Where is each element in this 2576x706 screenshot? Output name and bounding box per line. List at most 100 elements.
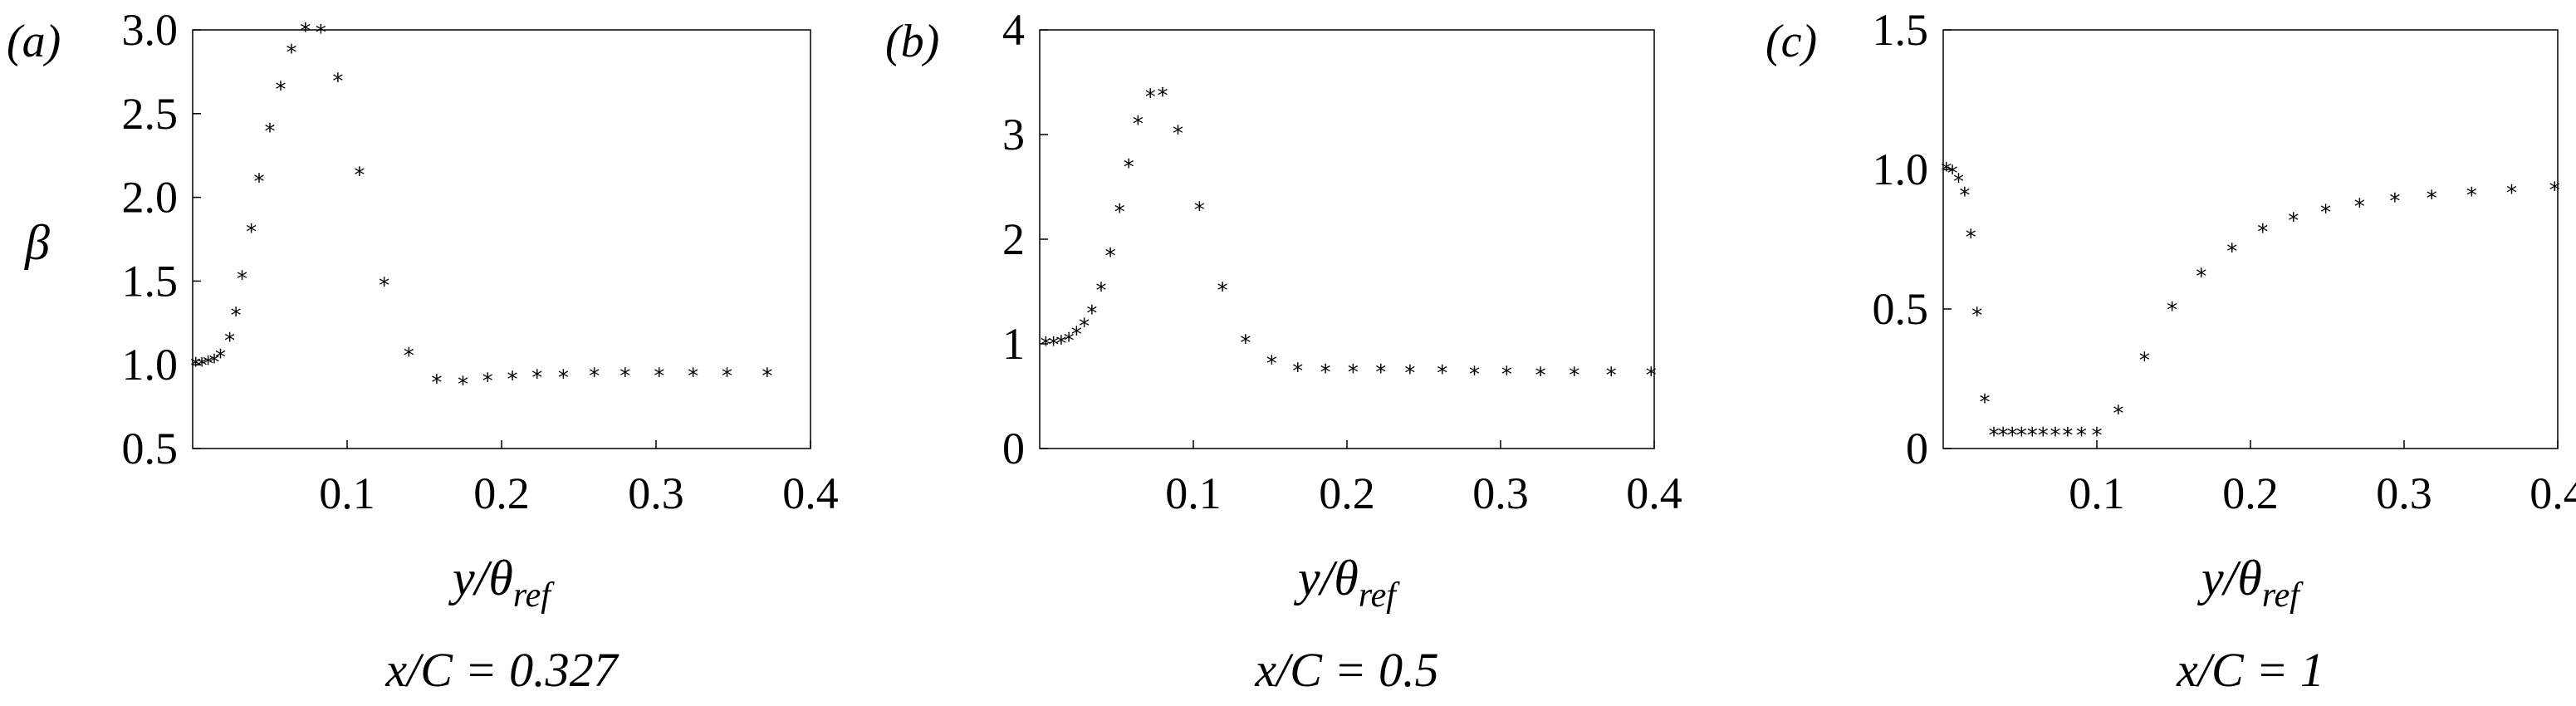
panel-c-xtick-label: 0.1 [2069,468,2125,518]
panel-c-data-point: * [1959,184,1970,208]
panel-a-data-point: * [237,267,247,292]
panel-b-xtick-label: 0.4 [1626,468,1682,518]
panel-c-data-point: * [2427,187,2437,212]
panel-b-xtick-label: 0.3 [1472,468,1529,518]
panel-b-data-point: * [1266,352,1277,377]
panel-a-xtick-label: 0.1 [319,468,375,518]
panel-b-points: ************* ****** * * * * * * * * * * * * [1041,84,1657,388]
panel-a-xlabel-sub: ref [513,576,555,615]
panel-b-data-point: * [1071,322,1082,347]
panel-b-xtick-label: 0.2 [1319,468,1375,518]
panel-a-data-point: * [209,351,220,375]
panel-b-data-point: * [1348,360,1359,385]
panel-c-data-point: * [1947,161,1958,186]
panel-c-data-point: * [2076,424,2087,449]
panel-a-data-point: * [276,78,286,103]
panel-c-data-point: * [1979,390,1990,415]
panel-c-data-point: * [2257,220,2268,245]
panel-b-ytick-label: 3 [1002,110,1025,159]
panel-c-data-point: * [2038,424,2049,449]
panel-a-data-point: * [558,365,569,390]
panel-c-ytick-label: 1.0 [1873,145,1929,194]
panel-b-data-point: * [1375,360,1386,385]
panel-c-data-point: * [2288,208,2299,233]
panel-a-data-point: * [224,329,235,354]
panel-b-xlabel-sub: ref [1359,576,1400,615]
panel-b-xlabel-main: y/θ [1293,551,1359,605]
panel-c-ytick-label: 0 [1906,424,1928,473]
panel-c-xtick-label: 0.4 [2529,468,2576,518]
panel-a-data-point: * [431,370,442,395]
panel-b-data-point: * [1048,333,1059,358]
panel-c-label: (c) [1765,16,1817,67]
panel-b-ytick-label: 2 [1002,214,1025,264]
panel-c-data-point: * [2092,424,2103,449]
panel-b-data-point: * [1469,362,1480,387]
panel-c-data-point: * [2226,239,2237,264]
panel-a-data-point: * [507,367,518,392]
panel-c-data-point: * [1998,424,2009,449]
panel-b-xtick-label: 0.1 [1165,468,1222,518]
panel-a-data-point: * [458,372,468,397]
panel-a-data-point: * [722,364,732,389]
panel-b-data-point: * [1041,333,1051,358]
panel-a-ytick-label: 3.0 [122,5,179,55]
panel-a-data-point: * [203,352,213,377]
panel-a-ytick-label: 2.5 [122,89,179,139]
panel-c-data-point: * [2062,424,2073,449]
panel-a-data-point: * [354,163,365,188]
panel-a-data-point: * [215,346,226,370]
panel-a-xtick-label: 0.2 [473,468,530,518]
panel-b-data-point: * [1055,332,1066,357]
panel-a-condition: x/C = 0.327 [384,643,619,697]
panel-a: (a) β 0.51.01.52.02.53.00.1 0.2 0.3 0.4 ***… [7,5,839,697]
panel-c-data-point: * [2027,424,2038,449]
panel-c-data-point: * [1971,304,1982,329]
panel-a-data-point: * [332,69,343,94]
panel-b-data-point: * [1194,198,1205,223]
panel-c-points: *********** * * * * * ******* * * * * * * * * [1941,159,2560,449]
panel-b-ytick-label: 0 [1002,424,1025,473]
panel-c-data-point: * [1989,424,2000,449]
panel-c-data-point: * [1953,169,1964,194]
panel-c-data-point: * [2549,179,2560,203]
panel-c-data-point: * [2007,424,2018,449]
panel-a-data-point: * [620,364,630,389]
panel-c-data-point: * [1941,159,1952,184]
panel-b-data-point: * [1217,278,1228,303]
panel-a-xlabel: y/θref [448,551,555,615]
panel-a-ytick-label: 1.5 [122,256,179,306]
panel-c-ticks: 0 0.5 1.0 1.5 0.1 0.2 0.3 0.4 [1873,5,2576,518]
panel-b-data-point: * [1124,155,1134,180]
panel-c: (c) 00.51.01.50.1 0.2 0.3 0.4 *********** * *… [1765,5,2576,697]
panel-b-data-point: * [1173,121,1183,146]
panel-b-data-point: * [1105,244,1116,269]
panel-a-data-point: * [253,169,264,194]
panel-b-data-point: * [1133,112,1144,137]
panel-a-data-point: * [246,220,257,245]
panel-a-data-point: * [762,364,772,389]
panel-b-label: (b) [885,16,939,67]
panel-b-ticks: 0 1 2 3 4 0.1 0.2 0.3 0.4 [1002,5,1682,518]
panel-b-data-point: * [1114,200,1125,225]
panel-a-xlabel-main: y/θ [448,551,513,605]
panel-b-xlabel: y/θref [1293,551,1400,615]
panel-c-data-point: * [2320,200,2331,225]
panel-b-data-point: * [1437,361,1447,386]
panel-a-data-point: * [300,19,311,44]
panel-c-data-point: * [2139,348,2150,373]
panel-a-points: ************** ****** * * * * * * * * * * * [190,19,772,397]
panel-c-data-point: * [2196,265,2206,290]
panel-a-data-point: * [654,364,664,389]
panel-c-ytick-label: 1.5 [1873,5,1929,55]
panel-b-axes-frame [1039,29,1655,449]
panel-c-xtick-label: 0.3 [2376,468,2432,518]
panel-a-ylabel: β [24,215,50,270]
panel-a-data-point: * [531,365,542,390]
panel-a-data-point: * [404,344,414,369]
panel-c-data-point: * [2050,424,2061,449]
panel-a-label: (a) [7,16,61,67]
panel-c-xlabel: y/θref [2196,551,2304,615]
panel-c-data-point: * [1966,226,1976,251]
